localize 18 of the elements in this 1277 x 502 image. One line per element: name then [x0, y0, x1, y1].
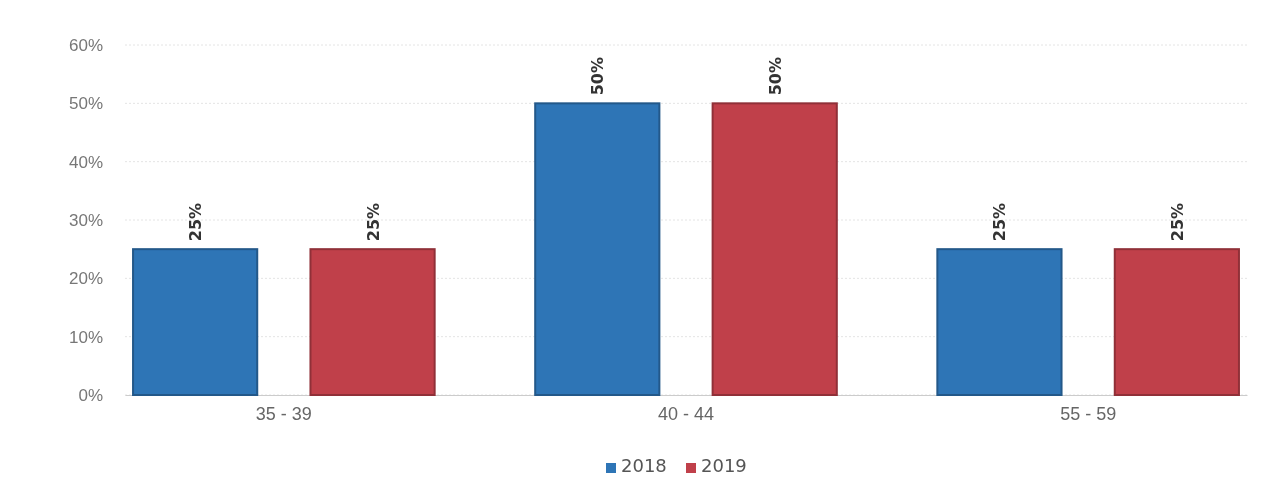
data-label: 25%	[990, 202, 1010, 242]
data-label: 50%	[765, 57, 785, 96]
x-tick-label: 40 - 44	[657, 403, 715, 424]
x-tick-label: 35 - 39	[255, 403, 312, 424]
legend-label: 2018	[621, 455, 667, 476]
data-label: 25%	[186, 202, 206, 242]
y-tick-label: 40%	[68, 152, 103, 172]
y-tick-label: 30%	[68, 210, 103, 230]
y-tick-label: 10%	[68, 327, 103, 347]
y-tick-label: 50%	[68, 94, 103, 114]
y-tick-label: 60%	[68, 35, 103, 55]
x-tick-label: 55 - 59	[1060, 403, 1117, 424]
data-label: 25%	[1167, 202, 1187, 242]
legend-label: 2019	[701, 455, 747, 476]
data-label: 50%	[588, 57, 608, 96]
y-tick-label: 20%	[68, 269, 103, 289]
data-label: 25%	[363, 202, 383, 242]
y-tick-label: 0%	[78, 385, 103, 405]
